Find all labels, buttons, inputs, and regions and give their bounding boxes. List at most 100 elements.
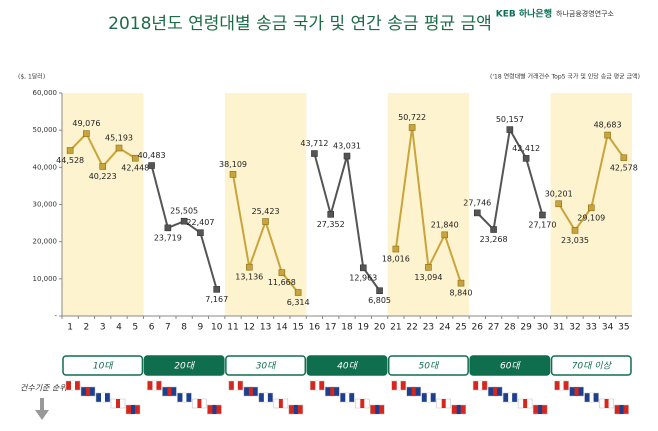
value-label: 38,109 xyxy=(219,160,247,169)
side-label: 건수기준 순위 xyxy=(20,384,67,393)
x-tick-label: 32 xyxy=(569,323,580,333)
x-tick-label: 30 xyxy=(537,323,549,333)
group-label: 60대 xyxy=(500,361,521,372)
flag-stripe xyxy=(315,381,320,390)
flag-stripe xyxy=(508,393,513,402)
x-tick-label: 34 xyxy=(602,323,614,333)
flag-stripe xyxy=(360,399,365,408)
marker xyxy=(164,224,172,232)
flag-stripe xyxy=(619,405,624,414)
marker xyxy=(229,171,237,178)
x-tick-label: 25 xyxy=(455,323,466,333)
value-label: 48,683 xyxy=(594,121,622,130)
marker xyxy=(66,147,74,154)
marker xyxy=(587,204,595,212)
marker xyxy=(311,150,318,157)
value-label: 22,407 xyxy=(186,218,214,227)
x-tick-label: 35 xyxy=(618,323,629,333)
group-box xyxy=(225,355,307,376)
note: ('18 연령대별 거래건수 Top5 국가 및 인당 송금 평균 금액) xyxy=(490,73,640,81)
marker xyxy=(115,144,123,152)
value-label: 29,109 xyxy=(577,213,605,222)
flag-stripe xyxy=(263,393,268,402)
x-tick-label: 26 xyxy=(472,323,484,333)
x-tick-label: 6 xyxy=(149,323,155,333)
y-tick-label: - xyxy=(54,312,57,320)
value-label: 44,528 xyxy=(56,156,84,165)
value-label: 25,505 xyxy=(170,207,198,216)
value-label: 11,668 xyxy=(268,278,296,287)
x-tick-label: 31 xyxy=(553,323,564,333)
flag-stripe xyxy=(426,393,431,402)
x-tick-label: 24 xyxy=(439,323,451,333)
flag-stripe xyxy=(523,399,528,408)
marker xyxy=(522,155,530,162)
group-label: 30대 xyxy=(256,361,277,372)
flag-stripe xyxy=(330,387,335,396)
marker xyxy=(245,263,253,271)
flag-stripe xyxy=(411,387,416,396)
x-tick-label: 8 xyxy=(181,323,187,333)
marker xyxy=(555,200,563,208)
x-tick-label: 23 xyxy=(423,323,434,333)
x-tick-label: 12 xyxy=(244,323,255,333)
value-label: 27,170 xyxy=(528,221,556,230)
x-tick-label: 9 xyxy=(198,323,204,333)
value-label: 42,448 xyxy=(121,164,149,173)
y-tick-label: 20,000 xyxy=(33,238,58,246)
x-tick-label: 13 xyxy=(260,323,271,333)
value-label: 12,963 xyxy=(349,273,377,282)
x-tick-label: 18 xyxy=(341,323,353,333)
group-label: 50대 xyxy=(419,361,440,372)
group-label: 40대 xyxy=(337,361,358,372)
y-tick-label: 40,000 xyxy=(33,163,58,171)
value-label: 8,840 xyxy=(450,289,473,298)
flag-stripe xyxy=(456,405,461,414)
value-label: 27,746 xyxy=(463,198,491,207)
x-tick-label: 29 xyxy=(520,323,532,333)
x-tick-label: 27 xyxy=(488,323,499,333)
marker xyxy=(473,209,481,217)
marker xyxy=(83,130,90,137)
group-label: 20대 xyxy=(174,361,195,372)
value-label: 13,136 xyxy=(235,273,263,282)
marker xyxy=(571,227,579,234)
value-label: 49,076 xyxy=(72,119,100,128)
group-box xyxy=(62,355,144,376)
x-tick-label: 28 xyxy=(504,323,516,333)
value-label: 40,483 xyxy=(138,151,166,160)
flag-stripe xyxy=(71,381,75,390)
group-shade xyxy=(62,93,144,316)
value-label: 45,193 xyxy=(105,134,133,143)
rank-arrow xyxy=(35,398,49,420)
flag-stripe xyxy=(441,399,446,408)
flag-stripe xyxy=(574,387,579,396)
marker xyxy=(604,131,611,139)
y-tick-label: 10,000 xyxy=(33,275,58,283)
flag-stripe xyxy=(212,405,217,414)
x-tick-label: 22 xyxy=(406,323,417,333)
marker xyxy=(99,163,107,170)
flag-stripe xyxy=(182,393,187,402)
flag-stripe xyxy=(101,393,105,402)
marker xyxy=(359,264,367,272)
value-label: 27,352 xyxy=(317,220,345,229)
marker xyxy=(457,279,465,287)
marker xyxy=(197,229,204,237)
value-label: 7,167 xyxy=(205,295,228,304)
flag-stripe xyxy=(278,399,283,408)
x-tick-label: 33 xyxy=(586,323,597,333)
group-box xyxy=(469,355,551,376)
value-label: 6,314 xyxy=(287,298,310,307)
y-tick-label: 50,000 xyxy=(33,126,58,134)
group-box xyxy=(550,355,632,376)
flag-stripe xyxy=(559,381,564,390)
x-tick-label: 5 xyxy=(132,323,138,333)
value-label: 6,805 xyxy=(368,296,391,305)
value-label: 23,719 xyxy=(154,233,182,242)
flag-stripe xyxy=(116,399,120,408)
y-tick-label: 30,000 xyxy=(33,201,58,209)
x-tick-label: 10 xyxy=(211,323,223,333)
flag-stripe xyxy=(152,381,157,390)
